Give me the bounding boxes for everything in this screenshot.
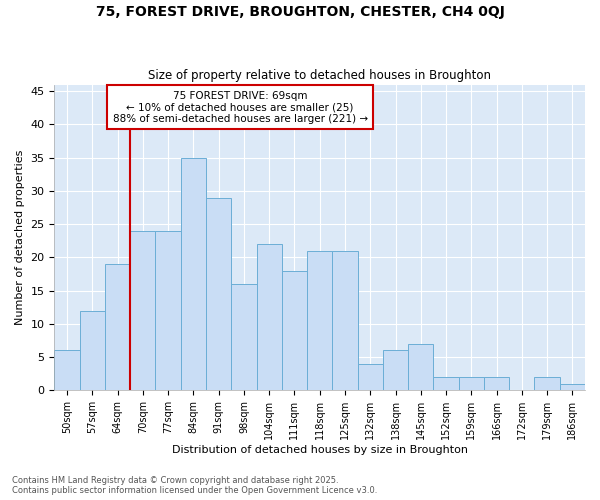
Bar [383,350,408,391]
Y-axis label: Number of detached properties: Number of detached properties [15,150,25,325]
Bar [181,158,206,390]
Bar [206,198,231,390]
Bar [282,270,307,390]
Text: Contains HM Land Registry data © Crown copyright and database right 2025.
Contai: Contains HM Land Registry data © Crown c… [12,476,377,495]
Bar [484,377,509,390]
X-axis label: Distribution of detached houses by size in Broughton: Distribution of detached houses by size … [172,445,468,455]
Bar [55,350,80,391]
Bar [307,250,332,390]
Bar [408,344,433,391]
Bar [358,364,383,390]
Title: Size of property relative to detached houses in Broughton: Size of property relative to detached ho… [148,69,491,82]
Bar [535,377,560,390]
Bar [231,284,257,391]
Bar [433,377,458,390]
Text: 75 FOREST DRIVE: 69sqm
← 10% of detached houses are smaller (25)
88% of semi-det: 75 FOREST DRIVE: 69sqm ← 10% of detached… [113,90,368,124]
Bar [257,244,282,390]
Bar [560,384,585,390]
Bar [130,231,155,390]
Text: 75, FOREST DRIVE, BROUGHTON, CHESTER, CH4 0QJ: 75, FOREST DRIVE, BROUGHTON, CHESTER, CH… [95,5,505,19]
Bar [155,231,181,390]
Bar [105,264,130,390]
Bar [332,250,358,390]
Bar [458,377,484,390]
Bar [80,310,105,390]
